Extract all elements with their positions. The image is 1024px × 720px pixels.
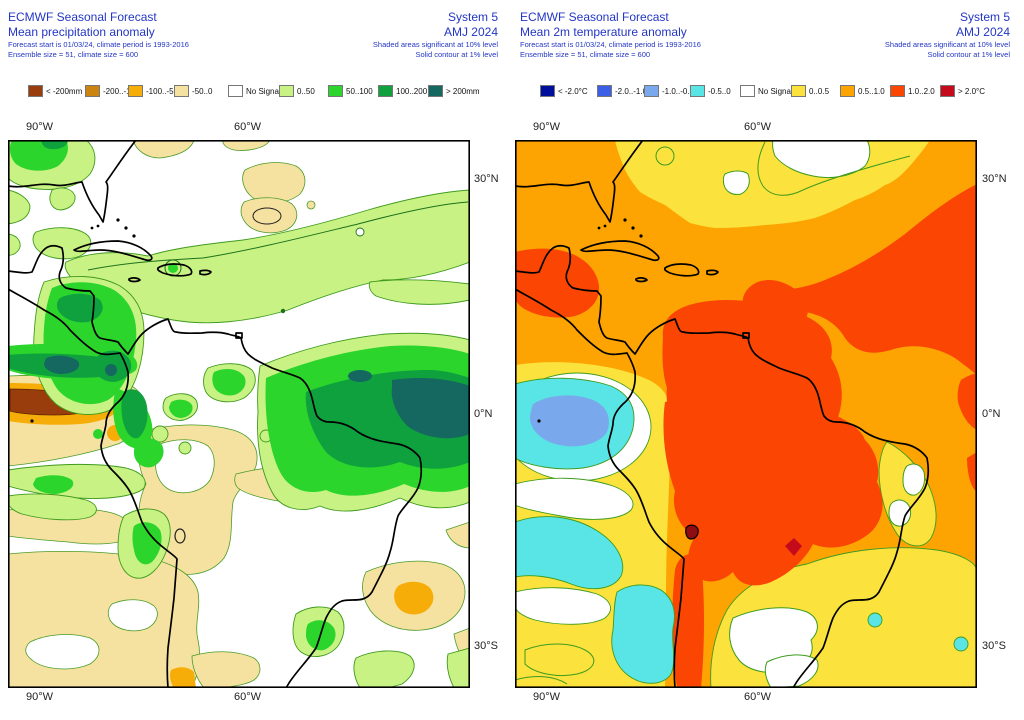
legend-item: -200..-100 (85, 85, 139, 97)
lon-label-bottom: 90°W (533, 691, 561, 703)
precip-header-right: System 5 AMJ 2024 Shaded areas significa… (373, 10, 498, 60)
temperature-map (515, 140, 977, 688)
legend-item: < -2.0°C (540, 85, 588, 97)
legend-swatch (840, 85, 855, 97)
legend-swatch (690, 85, 705, 97)
hot-darkred-spots (685, 524, 802, 556)
significance-contours (87, 201, 469, 544)
legend-swatch (279, 85, 294, 97)
lat-label: 30°S (982, 640, 1006, 652)
season-label: AMJ 2024 (443, 25, 498, 39)
legend-item: -50..0 (174, 85, 212, 97)
ensemble-size-note: Ensemble size = 51, climate size = 600 (520, 50, 651, 59)
lon-label-bottom: 60°W (234, 691, 262, 703)
lon-label-top: 60°W (744, 121, 772, 133)
temperature-panel: ECMWF Seasonal Forecast Mean 2m temperat… (512, 0, 1024, 720)
precipitation-anomaly-chart (8, 140, 470, 688)
forecast-start-note: Forecast start is 01/03/24, climate peri… (8, 40, 189, 49)
legend-swatch (174, 85, 189, 97)
lon-label-top: 90°W (533, 121, 561, 133)
precipitation-map (8, 140, 470, 688)
legend-swatch (597, 85, 612, 97)
legend-item: 1.0..2.0 (890, 85, 935, 97)
cool-pacific-regions (515, 372, 675, 685)
contour-note: Solid contour at 1% level (927, 50, 1010, 59)
legend-item: -1.0..-0.5 (644, 85, 694, 97)
legend-item: < -200mm (28, 85, 82, 97)
ensemble-size-note: Ensemble size = 51, climate size = 600 (8, 50, 139, 59)
significance-contour (757, 141, 911, 196)
legend-swatch (540, 85, 555, 97)
legend-item: 0..0.5 (791, 85, 829, 97)
page-title: ECMWF Seasonal Forecast (520, 10, 669, 24)
significance-note: Shaded areas significant at 10% level (884, 40, 1010, 49)
lon-label-bottom: 60°W (744, 691, 772, 703)
contour-note: Solid contour at 1% level (415, 50, 498, 59)
system-label: System 5 (447, 10, 498, 24)
lat-label: 0°N (474, 408, 493, 420)
legend-item: > 2.0°C (940, 85, 985, 97)
lon-label-top: 60°W (234, 121, 262, 133)
map-frame (8, 140, 470, 688)
legend-swatch (740, 85, 755, 97)
legend-item: 50..100 (328, 85, 373, 97)
legend-swatch (128, 85, 143, 97)
lat-label: 30°S (474, 640, 498, 652)
legend-swatch (85, 85, 100, 97)
lat-label: 30°N (474, 173, 499, 185)
legend-swatch (890, 85, 905, 97)
temp-header-right: System 5 AMJ 2024 Shaded areas significa… (885, 10, 1010, 60)
legend-swatch (791, 85, 806, 97)
legend-item: 0..50 (279, 85, 315, 97)
legend-item: > 200mm (428, 85, 480, 97)
precip-header: ECMWF Seasonal Forecast Mean precipitati… (8, 10, 189, 60)
lon-label-bottom: 90°W (26, 691, 54, 703)
temp-header: ECMWF Seasonal Forecast Mean 2m temperat… (520, 10, 701, 60)
system-label: System 5 (959, 10, 1010, 24)
season-label: AMJ 2024 (955, 25, 1010, 39)
legend-swatch (428, 85, 443, 97)
wet-teal-cores (44, 355, 470, 439)
legend-item: -2.0..-1.0 (597, 85, 647, 97)
legend-item: -100..-50 (128, 85, 178, 97)
legend-swatch (940, 85, 955, 97)
no-signal-patches-north (722, 140, 871, 195)
legend-swatch (378, 85, 393, 97)
legend-swatch (644, 85, 659, 97)
legend-swatch (328, 85, 343, 97)
hot-red-regions (515, 184, 977, 688)
precip-subtitle: Mean precipitation anomaly (8, 25, 155, 39)
forecast-start-note: Forecast start is 01/03/24, climate peri… (520, 40, 701, 49)
map-frame (515, 140, 977, 688)
lat-label: 0°N (982, 408, 1001, 420)
lon-label-top: 90°W (26, 121, 54, 133)
page-title: ECMWF Seasonal Forecast (8, 10, 157, 24)
lat-label: 30°N (982, 173, 1007, 185)
legend-swatch (228, 85, 243, 97)
precipitation-panel: ECMWF Seasonal Forecast Mean precipitati… (8, 10, 499, 703)
legend-item: 0.5..1.0 (840, 85, 885, 97)
legend-item: -0.5..0 (690, 85, 731, 97)
legend-item: 100..200 (378, 85, 427, 97)
legend-swatch (28, 85, 43, 97)
legend-item: No Signal (740, 85, 793, 97)
significance-note: Shaded areas significant at 10% level (372, 40, 498, 49)
temp-subtitle: Mean 2m temperature anomaly (520, 25, 687, 39)
legend-item: No Signal (228, 85, 281, 97)
temperature-anomaly-chart (515, 140, 977, 688)
no-signal-patches-south (729, 463, 969, 688)
